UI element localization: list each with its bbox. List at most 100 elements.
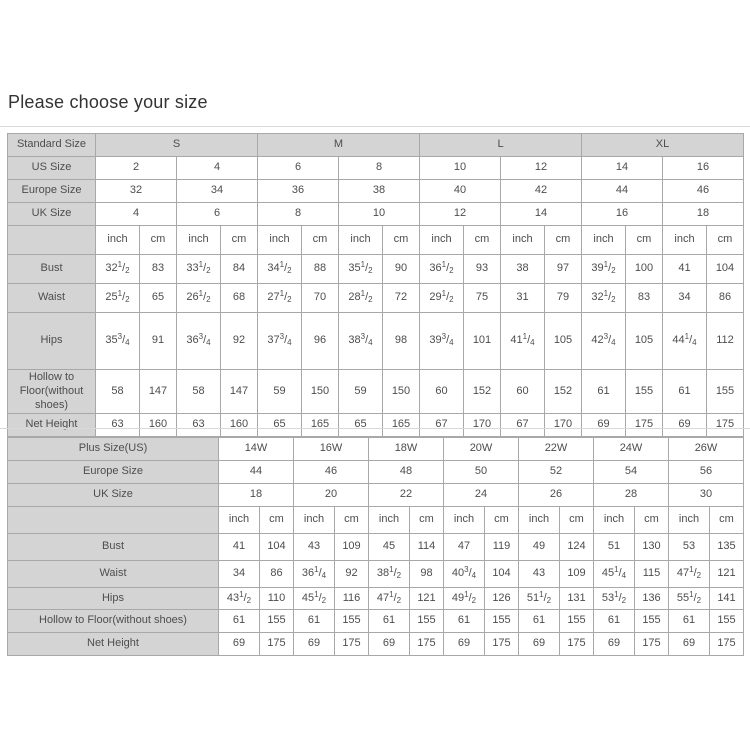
value-cell: 341/2 (257, 254, 302, 284)
value-cell: 43 (518, 560, 560, 588)
unit-cell: cm (409, 506, 444, 534)
value-cell: 65 (257, 413, 302, 438)
value-cell: 331/2 (176, 254, 221, 284)
unit-cell: cm (382, 225, 420, 255)
value-cell: 69 (368, 632, 410, 656)
value-cell: 61 (443, 609, 485, 633)
value-cell: 86 (706, 283, 744, 313)
value-cell: 373/4 (257, 312, 302, 370)
row-label: Bust (7, 254, 96, 284)
row-label: UK Size (7, 483, 219, 507)
value-cell: 69 (443, 632, 485, 656)
unit-cell: inch (500, 225, 545, 255)
value-cell: 53 (668, 533, 710, 561)
unit-cell: cm (334, 506, 369, 534)
unit-cell: cm (709, 506, 744, 534)
size-cell: L (419, 133, 582, 157)
size-cell: 22 (368, 483, 444, 507)
value-cell: 135 (709, 533, 744, 561)
value-cell: 152 (463, 368, 501, 415)
row-label: Hollow to Floor(without shoes) (7, 609, 219, 633)
row-label: Europe Size (7, 179, 96, 203)
value-cell: 141 (709, 587, 744, 610)
value-cell: 101 (463, 312, 501, 370)
header-row: Plus Size(US) 14W 16W 18W 20W 22W 24W 26W (7, 437, 744, 461)
value-cell: 291/2 (419, 283, 464, 313)
header-row: UK Size 4 6 8 10 12 14 16 18 (7, 202, 744, 226)
value-cell: 115 (634, 560, 669, 588)
measure-row: Bust 41 104 43 109 45 114 47 119 49 124 51 130 53 135 (7, 533, 744, 561)
size-cell: 4 (95, 202, 177, 226)
value-cell: 393/4 (419, 312, 464, 370)
row-label: Hips (7, 312, 96, 370)
blank-cell (7, 506, 219, 534)
value-cell: 65 (338, 413, 383, 438)
unit-cell: inch (419, 225, 464, 255)
value-cell: 92 (220, 312, 258, 370)
value-cell: 363/4 (176, 312, 221, 370)
measure-row: Waist 251/2 65 261/2 68 271/2 70 281/2 72 291/2 75… (7, 283, 744, 313)
value-cell: 31 (500, 283, 545, 313)
size-cell: 16W (293, 437, 369, 461)
size-cell: 18W (368, 437, 444, 461)
value-cell: 100 (625, 254, 663, 284)
header-row: Europe Size 44 46 48 50 52 54 56 (7, 460, 744, 484)
value-cell: 451/2 (293, 587, 335, 610)
size-cell: 32 (95, 179, 177, 203)
size-cell: 34 (176, 179, 258, 203)
value-cell: 109 (559, 560, 594, 588)
unit-cell: inch (662, 225, 707, 255)
value-cell: 361/2 (419, 254, 464, 284)
measure-row: Net Height 63 160 63 160 65 165 65 165 67 170 67 170… (7, 413, 744, 438)
value-cell: 97 (544, 254, 582, 284)
value-cell: 90 (382, 254, 420, 284)
divider-line (0, 126, 750, 127)
value-cell: 109 (334, 533, 369, 561)
size-cell: 40 (419, 179, 501, 203)
value-cell: 65 (139, 283, 177, 313)
value-cell: 38 (500, 254, 545, 284)
row-label: Hollow to Floor(without shoes) (7, 368, 96, 415)
unit-cell: cm (220, 225, 258, 255)
size-cell: 28 (593, 483, 669, 507)
unit-row: inch cm inch cm inch cm inch cm inch cm inch cm inch… (7, 225, 744, 255)
unit-cell: inch (368, 506, 410, 534)
value-cell: 60 (419, 368, 464, 415)
row-label: Hips (7, 587, 219, 610)
value-cell: 411/4 (500, 312, 545, 370)
value-cell: 261/2 (176, 283, 221, 313)
value-cell: 114 (409, 533, 444, 561)
row-label: US Size (7, 156, 96, 180)
size-cell: 14 (500, 202, 582, 226)
value-cell: 391/2 (581, 254, 626, 284)
size-cell: 6 (257, 156, 339, 180)
measure-row: Net Height 69 175 69 175 69 175 69 175 69 175 69 175… (7, 632, 744, 656)
row-label: UK Size (7, 202, 96, 226)
value-cell: 155 (709, 609, 744, 633)
value-cell: 63 (95, 413, 140, 438)
value-cell: 41 (218, 533, 260, 561)
value-cell: 72 (382, 283, 420, 313)
measure-row: Waist 34 86 361/4 92 381/2 98 403/4 104 43 109 451/… (7, 560, 744, 588)
value-cell: 104 (259, 533, 294, 561)
value-cell: 136 (634, 587, 669, 610)
size-cell: 8 (257, 202, 339, 226)
divider-line (0, 428, 750, 429)
value-cell: 175 (634, 632, 669, 656)
unit-cell: cm (559, 506, 594, 534)
value-cell: 69 (662, 413, 707, 438)
size-cell: 54 (593, 460, 669, 484)
value-cell: 155 (334, 609, 369, 633)
value-cell: 155 (259, 609, 294, 633)
measure-row: Bust 321/2 83 331/2 84 341/2 88 351/2 90 361/2 93 3… (7, 254, 744, 284)
value-cell: 98 (382, 312, 420, 370)
size-cell: 24 (443, 483, 519, 507)
unit-cell: cm (484, 506, 519, 534)
value-cell: 41 (662, 254, 707, 284)
unit-cell: cm (634, 506, 669, 534)
unit-cell: inch (338, 225, 383, 255)
size-cell: 16 (581, 202, 663, 226)
value-cell: 175 (625, 413, 663, 438)
value-cell: 69 (668, 632, 710, 656)
unit-cell: cm (463, 225, 501, 255)
